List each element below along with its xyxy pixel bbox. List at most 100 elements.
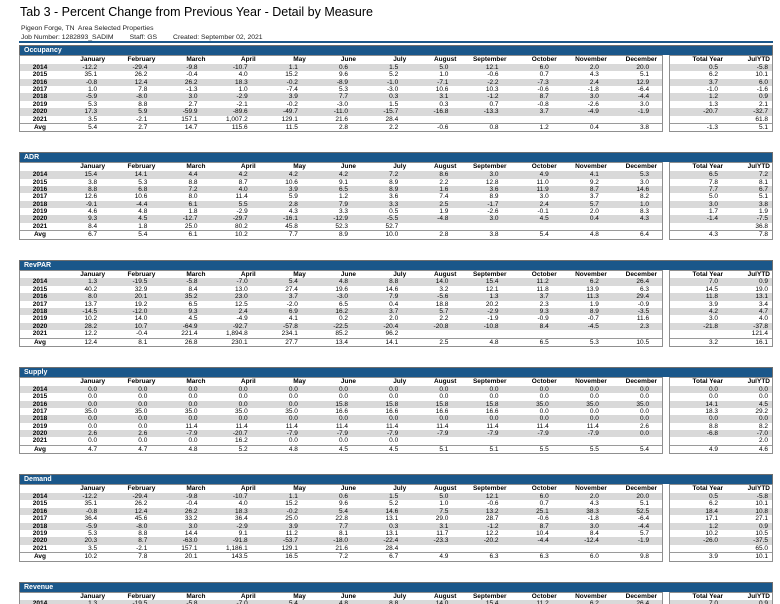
column-header: October — [531, 592, 557, 600]
value-cell — [562, 437, 612, 444]
value-cell: 0.0 — [489, 415, 499, 423]
value-cell: 2.2 — [389, 123, 399, 131]
value-cell: 11.4 — [386, 422, 399, 430]
data-row: 7.0 0.9 — [670, 600, 772, 604]
measure-section-supply: Supply January February March April May June Ju… — [19, 366, 773, 455]
value-cell: 0.0 — [188, 393, 198, 401]
column-header: JulYTD — [747, 56, 770, 63]
value-cell: -20.2 — [483, 537, 499, 545]
data-row: 2016 -0.8 12.4 26.2 18.3 -0.2 -8.9 -1.0 -7.1 -2.2… — [20, 78, 662, 86]
value-cell: 6.5 — [539, 338, 549, 346]
value-cell: 129.1 — [281, 544, 298, 552]
value-cell: -7.9 — [437, 430, 449, 438]
column-header: August — [433, 56, 457, 63]
value-cell: 1.2 — [708, 93, 718, 101]
value-cell: 1.9 — [439, 208, 449, 216]
data-row: 4.9 4.6 — [670, 444, 772, 453]
value-cell: 0.0 — [708, 393, 718, 401]
section-body: January February March April May June July Augu… — [19, 55, 773, 133]
value-cell: 2.3 — [640, 322, 650, 330]
value-cell: 11.4 — [235, 422, 248, 430]
value-cell — [512, 116, 562, 123]
data-row: 1.2 0.9 — [670, 93, 772, 101]
value-cell: 4.1 — [288, 315, 298, 323]
value-cell: -1.9 — [637, 537, 650, 545]
data-row: 2018 -14.5 -12.0 9.3 2.4 6.9 16.2 3.7 5.7 -2.9 9.3… — [20, 307, 662, 316]
year-label: 2020 — [32, 108, 48, 116]
value-cell: 0.0 — [288, 400, 298, 408]
value-cell: 4.0 — [758, 315, 768, 323]
created-date: Created: September 02, 2021 — [173, 33, 263, 41]
value-cell: -7.9 — [286, 430, 298, 438]
year-label: 2016 — [32, 507, 48, 515]
value-cell: 9.8 — [640, 553, 650, 561]
value-cell: 20.3 — [84, 537, 98, 545]
value-cell: 10.2 — [235, 231, 248, 239]
value-cell: 12.8 — [485, 178, 499, 186]
value-cell: 3.9 — [708, 553, 718, 561]
value-cell: 0.3 — [439, 100, 449, 108]
column-header: March — [186, 485, 206, 493]
value-cell: 1.9 — [589, 300, 599, 308]
value-cell: 35.2 — [184, 293, 198, 301]
value-cell: 11.2 — [536, 600, 549, 604]
row-label-spacer — [20, 271, 60, 279]
year-label: 2019 — [32, 100, 48, 108]
value-cell: 8.8 — [138, 530, 148, 537]
section-body: January February March April May June July Augu… — [19, 269, 773, 347]
value-cell: -13.3 — [483, 108, 499, 116]
value-cell: 8.9 — [389, 178, 399, 186]
value-cell: 4.5 — [539, 215, 549, 223]
value-cell: 0.0 — [389, 393, 399, 401]
value-cell: 12.2 — [84, 330, 98, 338]
value-cell: -2.1 — [136, 544, 148, 552]
data-row: 2020 28.2 10.7 -64.9 -92.7 -57.8 -22.5 -20.4 -20… — [20, 322, 662, 331]
value-cell: -5.5 — [387, 215, 399, 223]
value-cell: 8.8 — [708, 422, 718, 430]
value-cell: 0.0 — [88, 400, 98, 408]
value-cell: 12.1 — [485, 285, 499, 293]
value-cell — [612, 116, 662, 123]
value-cell: 12.4 — [134, 78, 148, 86]
value-cell: 2.5 — [439, 338, 449, 346]
data-row: 2014 1.3 -19.5 -5.8 -7.0 5.4 4.8 8.8 14.0 15.4 11.… — [20, 600, 662, 604]
value-cell: 10.6 — [134, 193, 148, 201]
column-header: July — [393, 377, 407, 385]
value-cell — [461, 437, 511, 444]
summary-table: Total Year JulYTD 7.0 0.9 14.5 19.0 11.8 13.1 3.… — [669, 269, 773, 347]
value-cell: -4.9 — [587, 108, 599, 116]
value-cell: 0.0 — [640, 415, 650, 423]
data-row: 2016 8.0 20.1 35.2 23.0 3.7 -3.0 7.9 -5.6 1.3 3.7 1… — [20, 293, 662, 301]
value-cell: 12.1 — [485, 63, 499, 71]
column-header: October — [531, 270, 557, 278]
value-cell — [411, 545, 461, 552]
value-cell: 17.1 — [705, 515, 718, 523]
value-cell: 5.9 — [288, 193, 298, 201]
value-cell: -0.7 — [587, 315, 599, 323]
column-header: March — [186, 56, 206, 63]
value-cell: -7.0 — [756, 430, 768, 438]
value-cell: 8.2 — [758, 422, 768, 430]
value-cell: 65.0 — [755, 544, 768, 552]
value-cell: 2.8 — [288, 200, 298, 208]
value-cell: 0.0 — [539, 393, 549, 401]
value-cell: 3.6 — [489, 185, 499, 193]
value-cell: -8.0 — [136, 522, 148, 530]
value-cell: 14.1 — [385, 338, 399, 346]
value-cell: 8.7 — [539, 522, 549, 530]
data-row: 7.8 8.1 — [670, 179, 772, 186]
value-cell: 12.2 — [485, 530, 499, 537]
value-cell — [411, 330, 461, 337]
year-label: 2016 — [32, 185, 48, 193]
column-header-row: January February March April May June July Augu… — [20, 271, 662, 279]
value-cell: -4.4 — [637, 93, 650, 101]
value-cell: 5.0 — [439, 493, 449, 501]
year-label: 2021 — [32, 544, 48, 552]
data-row: Avg 4.7 4.7 4.8 5.2 4.8 4.5 4.5 5.1 5.1 5.5 5.5 5.4 — [20, 444, 662, 453]
value-cell — [512, 223, 562, 230]
value-cell: 5.4 — [338, 507, 349, 515]
value-cell: 35.0 — [235, 407, 248, 415]
value-cell: 3.2 — [439, 285, 449, 293]
year-label: 2018 — [32, 307, 48, 315]
value-cell: 3.1 — [439, 93, 449, 101]
